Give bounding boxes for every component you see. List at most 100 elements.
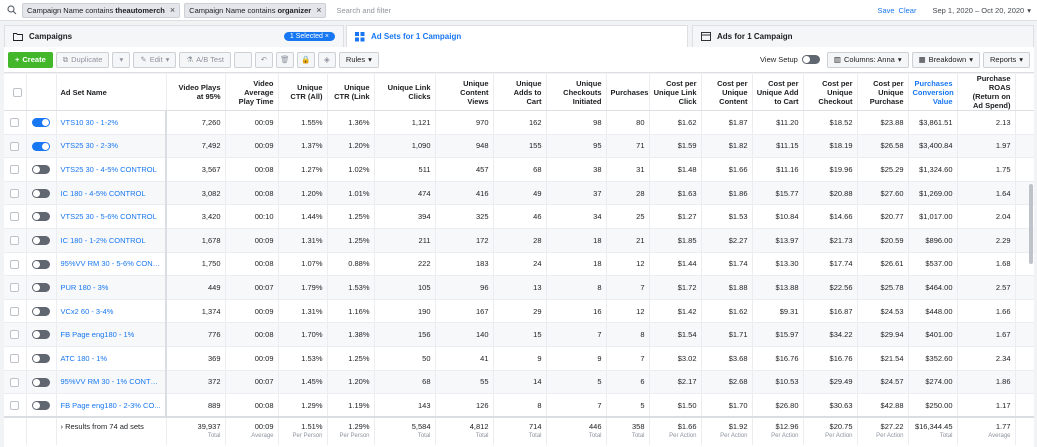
ad-set-name-link[interactable]: VTS25 30 - 5-6% CONTROL — [56, 204, 167, 229]
column-header[interactable]: Video Average Play Time — [225, 74, 279, 111]
breakdown-button[interactable]: ▦ Breakdown ▾ — [911, 51, 980, 68]
table-row[interactable]: FB Page eng180 - 1% 776 00:08 1.70% 1.38% 156… — [4, 322, 1034, 347]
ad-set-status-toggle[interactable] — [32, 212, 50, 222]
ad-set-name-link[interactable]: FB Page eng180 - 1% — [56, 322, 167, 347]
column-header[interactable]: Ad Set Name — [56, 74, 167, 111]
ad-set-status-toggle[interactable] — [32, 141, 50, 151]
ad-set-name-link[interactable]: VCx2 60 - 3-4% — [56, 299, 167, 324]
ad-set-status-toggle[interactable] — [32, 306, 50, 316]
column-header[interactable]: Cost per Unique Checkout — [803, 74, 858, 111]
ad-set-name-link[interactable]: VTS25 30 - 2-3% — [56, 134, 167, 159]
column-header[interactable]: Cost per Unique Link Click — [649, 74, 702, 111]
column-header[interactable]: Purchases — [606, 74, 650, 111]
selected-count-badge[interactable]: 1 Selected × — [283, 32, 335, 41]
ad-set-name-link[interactable]: IC 180 - 4-5% CONTROL — [56, 181, 167, 206]
undo-button[interactable]: ↶ — [254, 51, 273, 68]
results-summary[interactable]: › Results from 74 ad sets — [56, 416, 167, 446]
table-row[interactable]: PUR 180 - 3% 449 00:07 1.79% 1.53% 105 96 13 8 7 $… — [4, 275, 1034, 300]
duplicate-dropdown-button[interactable]: ▾ — [112, 51, 131, 68]
table-row[interactable]: 95%VV RM 30 - 1% CONTR... 372 00:07 1.45% 1.… — [4, 370, 1034, 395]
row-checkbox[interactable] — [10, 377, 20, 387]
row-checkbox[interactable] — [10, 165, 20, 175]
row-checkbox[interactable] — [10, 330, 20, 340]
save-filter-link[interactable]: Save — [877, 5, 895, 15]
column-header[interactable]: Unique Content Views — [435, 74, 494, 111]
column-header[interactable]: Cost per Unique Add to Cart — [752, 74, 804, 111]
ad-set-status-toggle[interactable] — [32, 236, 50, 246]
clear-filter-link[interactable]: Clear — [898, 5, 917, 15]
column-header[interactable]: Unique Adds to Cart — [493, 74, 547, 111]
ab-test-button[interactable]: ⚗ A/B Test — [179, 51, 231, 68]
row-checkbox[interactable] — [10, 236, 20, 246]
ad-set-status-toggle[interactable] — [32, 330, 50, 340]
table-row[interactable]: VTS25 30 - 5-6% CONTROL 3,420 00:10 1.44% 1.… — [4, 204, 1034, 229]
ad-set-status-toggle[interactable] — [32, 377, 50, 387]
duplicate-button[interactable]: ⧉ Duplicate — [55, 51, 110, 68]
ad-set-name-link[interactable]: FB Page eng180 - 2-3% CO... — [56, 393, 167, 418]
ad-set-name-link[interactable]: 95%VV RM 30 - 5-6% CONT... — [56, 252, 167, 277]
table-row[interactable]: VCx2 60 - 3-4% 1,374 00:09 1.31% 1.16% 190 167… — [4, 299, 1034, 324]
close-icon[interactable]: × — [169, 4, 176, 15]
column-header[interactable]: Purchase ROAS (Return on Ad Spend) — [957, 74, 1016, 111]
vertical-scrollbar[interactable] — [1029, 184, 1033, 264]
ad-set-status-toggle[interactable] — [32, 400, 50, 410]
filter-chip-2[interactable]: Campaign Name contains organizer × — [184, 2, 327, 18]
column-header[interactable]: Unique Link Clicks — [374, 74, 436, 111]
table-row[interactable]: IC 180 - 4-5% CONTROL 3,082 00:08 1.20% 1.01… — [4, 181, 1034, 206]
column-header[interactable]: Cost per Unique Purchase — [857, 74, 909, 111]
tab-ad-sets[interactable]: Ad Sets for 1 Campaign — [346, 25, 688, 47]
ad-set-status-toggle[interactable] — [32, 353, 50, 363]
lock-button[interactable]: 🔒 — [296, 51, 315, 68]
ad-set-name-link[interactable]: PUR 180 - 3% — [56, 275, 167, 300]
search-filter-input[interactable]: Search and filter — [336, 5, 392, 15]
tag-button[interactable]: ◈ — [317, 51, 336, 68]
ad-set-status-toggle[interactable] — [32, 259, 50, 269]
ad-set-status-toggle[interactable] — [32, 165, 50, 175]
columns-button[interactable]: ▥ Columns: Anna ▾ — [826, 51, 909, 68]
column-header[interactable]: Video Plays at 95% — [166, 74, 226, 111]
column-header[interactable]: Unique CTR (Link — [327, 74, 375, 111]
row-checkbox[interactable] — [10, 141, 20, 151]
row-checkbox[interactable] — [10, 306, 20, 316]
row-checkbox[interactable] — [10, 283, 20, 293]
tab-ads[interactable]: Ads for 1 Campaign — [692, 25, 1034, 47]
ad-set-status-toggle[interactable] — [32, 188, 50, 198]
ad-set-name-link[interactable]: IC 180 - 1-2% CONTROL — [56, 228, 167, 253]
close-icon[interactable]: × — [316, 4, 322, 15]
view-setup-switch[interactable] — [801, 55, 820, 64]
row-checkbox[interactable] — [10, 188, 20, 198]
reports-button[interactable]: Reports ▾ — [982, 51, 1030, 68]
view-setup-toggle[interactable]: View Setup — [760, 55, 820, 64]
table-row[interactable]: VTS25 30 - 2-3% 7,492 00:09 1.37% 1.20% 1,090… — [4, 134, 1034, 159]
create-button[interactable]: + Create — [8, 51, 53, 68]
ad-set-name-link[interactable]: VTS25 30 - 4-5% CONTROL — [56, 157, 167, 182]
column-header[interactable]: Unique Checkouts Initiated — [546, 74, 607, 111]
ad-set-status-toggle[interactable] — [32, 283, 50, 293]
select-all-checkbox[interactable] — [12, 87, 22, 97]
table-row[interactable]: VTS25 30 - 4-5% CONTROL 3,567 00:08 1.27% 1.… — [4, 157, 1034, 182]
ad-set-name-link[interactable]: 95%VV RM 30 - 1% CONTR... — [56, 370, 167, 395]
tab-campaigns[interactable]: Campaigns 1 Selected × — [4, 25, 344, 47]
row-checkbox[interactable] — [10, 212, 20, 222]
column-header[interactable]: Unique CTR (All) — [278, 74, 328, 111]
delete-button[interactable]: 🗑 — [275, 51, 294, 68]
column-header[interactable]: Purchases Conversion Value — [908, 74, 958, 111]
date-range-picker[interactable]: Sep 1, 2020 – Oct 20, 2020 ▾ — [932, 6, 1031, 15]
row-checkbox[interactable] — [10, 400, 20, 410]
table-row[interactable]: FB Page eng180 - 2-3% CO... 889 00:08 1.29%… — [4, 393, 1034, 418]
ad-set-status-toggle[interactable] — [32, 118, 50, 128]
column-header[interactable]: Cost per Unique Content — [701, 74, 753, 111]
ad-set-name-link[interactable]: ATC 180 - 1% — [56, 346, 167, 371]
edit-button[interactable]: ✎ Edit ▾ — [133, 51, 177, 68]
select-all-header[interactable] — [4, 74, 27, 111]
row-checkbox[interactable] — [10, 353, 20, 363]
table-row[interactable]: VTS10 30 - 1-2% 7,260 00:09 1.55% 1.36% 1,121… — [4, 110, 1034, 135]
table-row[interactable]: ATC 180 - 1% 369 00:09 1.53% 1.25% 50 41 9 9 7 $3.… — [4, 346, 1034, 371]
filter-chip-1[interactable]: Campaign Name contains theautomerch × — [22, 2, 181, 18]
table-row[interactable]: IC 180 - 1-2% CONTROL 1,678 00:09 1.31% 1.25… — [4, 228, 1034, 253]
row-checkbox[interactable] — [10, 118, 20, 128]
ad-set-name-link[interactable]: VTS10 30 - 1-2% — [56, 110, 167, 135]
more-button[interactable] — [233, 51, 252, 68]
table-row[interactable]: 95%VV RM 30 - 5-6% CONT... 1,750 00:08 1.07… — [4, 252, 1034, 277]
row-checkbox[interactable] — [10, 259, 20, 269]
